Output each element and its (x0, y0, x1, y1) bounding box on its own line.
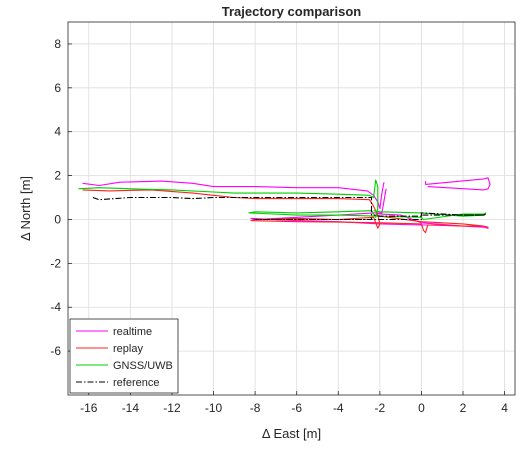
x-tick-label: -12 (163, 401, 181, 415)
y-tick-label: 4 (54, 125, 61, 139)
y-tick-label: 2 (54, 169, 61, 183)
x-tick-label: 2 (460, 401, 467, 415)
plot-frame (67, 21, 516, 396)
axis-ticks: -16 -14 -12 -10 -8 -6 -4 -2 0 2 4 -6 -4 -2 0 2 4 6 8 (50, 37, 508, 415)
legend: realtime replay GNSS/UWB reference (69, 318, 179, 394)
x-tick-label: -8 (250, 401, 261, 415)
x-tick-label: 4 (501, 401, 508, 415)
x-tick-label: -4 (333, 401, 344, 415)
x-tick-label: -6 (291, 401, 302, 415)
legend-label: realtime (113, 326, 152, 338)
x-tick-label: -2 (375, 401, 386, 415)
legend-label: replay (113, 343, 143, 355)
series-gnss-uwb-line (78, 179, 487, 221)
legend-label: GNSS/UWB (113, 360, 173, 372)
x-tick-label: -16 (80, 401, 98, 415)
x-axis-label: Δ East [m] (262, 426, 321, 441)
y-axis-label: Δ North [m] (18, 176, 33, 241)
legend-label: reference (113, 377, 159, 389)
y-tick-label: 6 (54, 81, 61, 95)
series-layer (78, 177, 491, 234)
y-tick-label: 0 (54, 212, 61, 226)
x-tick-label: -14 (122, 401, 140, 415)
chart-title: Trajectory comparison (222, 4, 361, 19)
y-tick-label: -6 (50, 344, 61, 358)
y-tick-label: 8 (54, 37, 61, 51)
x-tick-label: 0 (418, 401, 425, 415)
series-reference-line (92, 196, 487, 221)
y-tick-label: -2 (50, 256, 61, 270)
y-tick-label: -4 (50, 300, 61, 314)
x-tick-label: -10 (205, 401, 223, 415)
